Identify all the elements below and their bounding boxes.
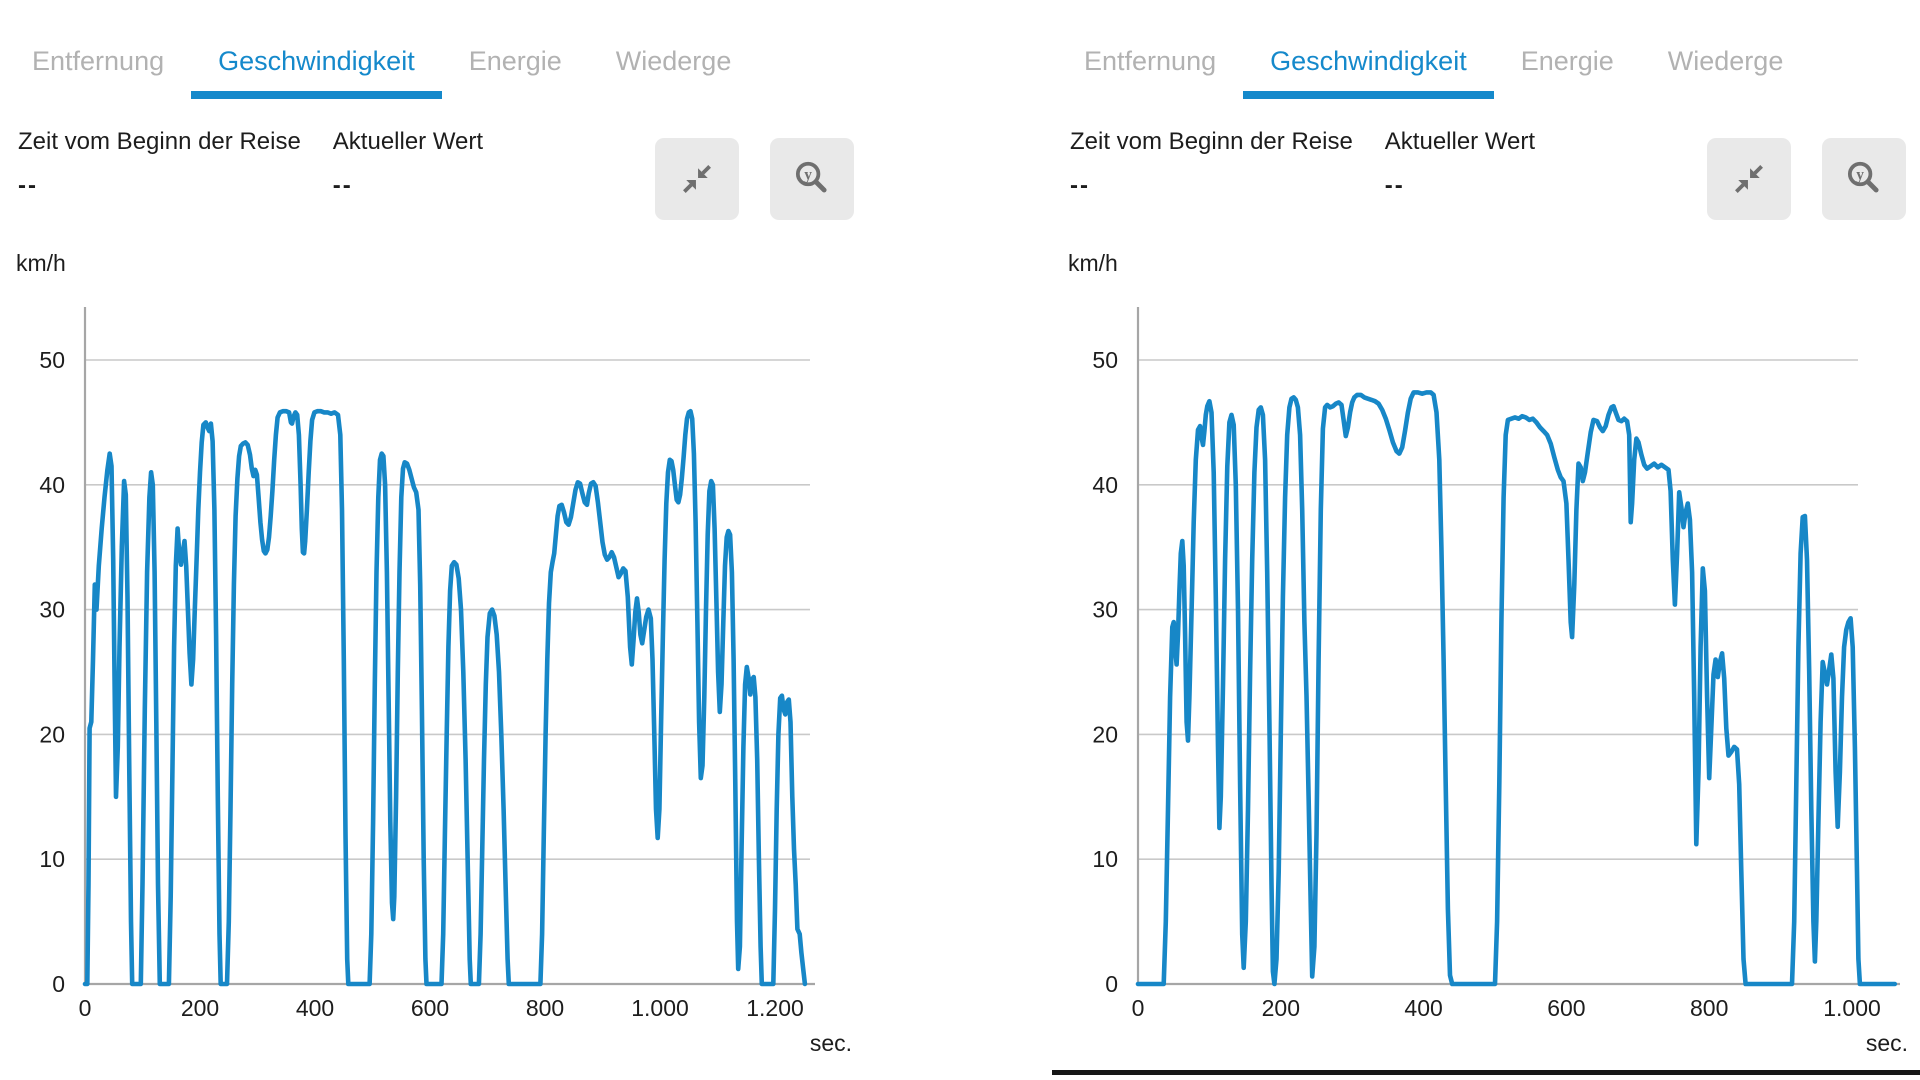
trip-time-readout: Zeit vom Beginn der Reise -- <box>1070 128 1353 200</box>
readout-row: Zeit vom Beginn der Reise -- Aktueller W… <box>18 128 483 200</box>
x-tick-label: 1.200 <box>746 995 804 1021</box>
x-tick-label: 1.000 <box>1823 995 1881 1021</box>
y-tick-label: 10 <box>1092 846 1118 872</box>
tab-entfernung[interactable]: Entfernung <box>1084 46 1217 76</box>
y-tick-label: 40 <box>1092 472 1118 498</box>
x-tick-label: 0 <box>1132 995 1145 1021</box>
x-axis-unit-label: sec. <box>810 1030 852 1056</box>
tab-energie[interactable]: Energie <box>1520 46 1614 76</box>
svg-text:y: y <box>1856 167 1864 184</box>
trip-chart-panel-right: Entfernung Geschwindigkeit Energie Wiede… <box>1052 0 1920 1080</box>
y-tick-label: 30 <box>1092 597 1118 623</box>
current-value-value: -- <box>332 172 353 199</box>
trip-time-label: Zeit vom Beginn der Reise <box>18 128 301 155</box>
x-tick-label: 0 <box>79 995 92 1021</box>
y-axis-unit-label: km/h <box>16 250 66 276</box>
x-tick-label: 200 <box>1262 995 1300 1021</box>
speed-line-series <box>82 408 808 987</box>
y-tick-label: 10 <box>39 846 65 872</box>
magnifier-y-icon: y <box>1847 161 1879 193</box>
bottom-divider-bar <box>1052 1070 1920 1075</box>
current-value-label: Aktueller Wert <box>332 128 484 155</box>
tab-geschwindigkeit[interactable]: Geschwindigkeit <box>191 28 442 99</box>
y-tick-label: 40 <box>39 472 65 498</box>
tab-bar: Entfernung Geschwindigkeit Energie Wiede… <box>5 28 758 99</box>
readout-row: Zeit vom Beginn der Reise -- Aktueller W… <box>1070 128 1535 200</box>
x-tick-label: 800 <box>1690 995 1728 1021</box>
speed-chart[interactable]: km/h 0 10 20 30 40 50 0 200 400 600 800 1.000 sec. <box>1052 0 1920 1080</box>
x-tick-label: 600 <box>1547 995 1585 1021</box>
y-tick-label: 50 <box>39 347 65 373</box>
zoom-y-axis-button[interactable]: y <box>770 138 854 220</box>
x-tick-label: 1.000 <box>631 995 689 1021</box>
x-tick-label: 200 <box>181 995 219 1021</box>
speed-line-series <box>1135 390 1898 987</box>
y-tick-label: 50 <box>1092 347 1118 373</box>
y-tick-label: 20 <box>39 721 65 747</box>
tab-energie[interactable]: Energie <box>468 46 562 76</box>
zoom-y-axis-button[interactable]: y <box>1822 138 1906 220</box>
tab-bar: Entfernung Geschwindigkeit Energie Wiede… <box>1057 28 1810 99</box>
collapse-chart-button[interactable] <box>1707 138 1791 220</box>
x-tick-label: 600 <box>411 995 449 1021</box>
x-tick-label: 400 <box>1404 995 1442 1021</box>
current-value-readout: Aktueller Wert -- <box>333 128 483 200</box>
current-value-value: -- <box>1384 172 1405 199</box>
speed-chart[interactable]: km/h 0 10 20 30 40 50 0 200 400 600 800 1.000 1.200se… <box>0 0 960 1080</box>
x-axis-unit-label: sec. <box>1866 1030 1908 1056</box>
y-tick-label: 0 <box>1105 971 1118 997</box>
trip-time-readout: Zeit vom Beginn der Reise -- <box>18 128 301 200</box>
trip-chart-panel-left: Entfernung Geschwindigkeit Energie Wiede… <box>0 0 960 1080</box>
magnifier-y-icon: y <box>795 161 827 193</box>
y-tick-label: 20 <box>1092 721 1118 747</box>
y-axis-unit-label: km/h <box>1068 250 1118 276</box>
tab-wiedergewinnung[interactable]: Wiederge <box>1667 46 1784 76</box>
y-tick-label: 30 <box>39 597 65 623</box>
tab-wiedergewinnung[interactable]: Wiederge <box>615 46 732 76</box>
y-tick-label: 0 <box>52 971 65 997</box>
trip-time-value: -- <box>1070 172 1090 199</box>
current-value-readout: Aktueller Wert -- <box>1385 128 1535 200</box>
svg-text:y: y <box>804 167 812 184</box>
x-tick-label: 400 <box>296 995 334 1021</box>
trip-time-value: -- <box>18 172 38 199</box>
tab-entfernung[interactable]: Entfernung <box>32 46 165 76</box>
collapse-arrows-icon <box>683 165 711 193</box>
collapse-chart-button[interactable] <box>655 138 739 220</box>
trip-time-label: Zeit vom Beginn der Reise <box>1070 128 1353 155</box>
current-value-label: Aktueller Wert <box>1384 128 1536 155</box>
tab-geschwindigkeit[interactable]: Geschwindigkeit <box>1243 28 1494 99</box>
x-tick-label: 800 <box>526 995 564 1021</box>
collapse-arrows-icon <box>1735 165 1763 193</box>
